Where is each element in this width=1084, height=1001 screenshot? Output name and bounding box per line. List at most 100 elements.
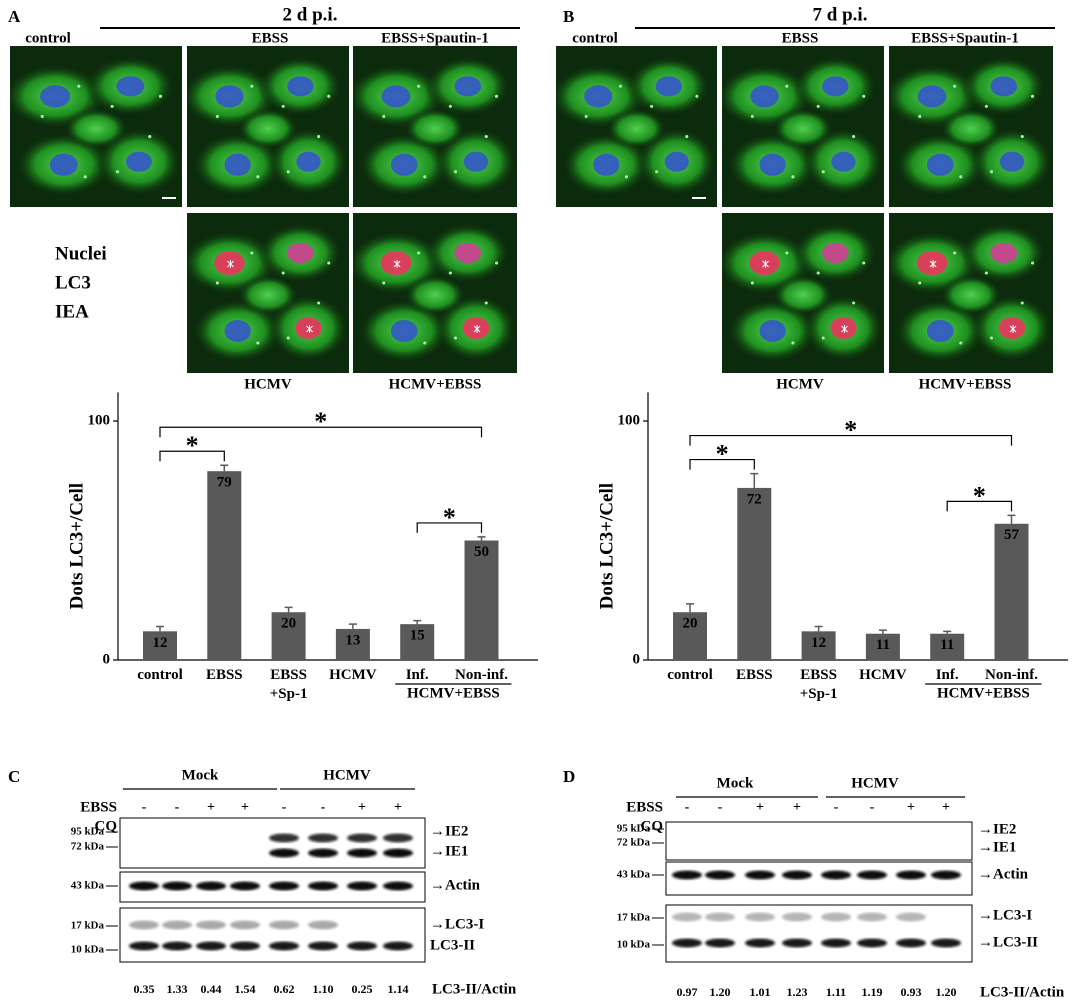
error-bar bbox=[284, 606, 293, 613]
condition-sign: - bbox=[718, 800, 723, 815]
error-bar bbox=[477, 536, 486, 541]
band bbox=[269, 920, 299, 930]
band bbox=[821, 938, 851, 948]
value-label: 11 bbox=[940, 637, 954, 653]
micrograph bbox=[187, 46, 349, 207]
band bbox=[782, 938, 812, 948]
band bbox=[857, 938, 887, 948]
x-tick-label: EBSS bbox=[735, 667, 773, 683]
band bbox=[705, 912, 735, 922]
blot bbox=[119, 817, 426, 869]
band bbox=[196, 881, 226, 891]
x-tick-label: HCMV bbox=[329, 667, 377, 683]
ratio: 0.97 bbox=[677, 985, 698, 999]
blot bbox=[119, 907, 426, 963]
band-label: →LC3-I bbox=[978, 907, 1032, 923]
column-label: EBSS+Spautin-1 bbox=[381, 30, 489, 46]
bar bbox=[865, 633, 900, 660]
band bbox=[347, 881, 377, 891]
error-bar bbox=[348, 623, 357, 629]
condition-label: CQ bbox=[95, 818, 118, 834]
band bbox=[705, 870, 735, 880]
band bbox=[129, 920, 159, 930]
micrograph bbox=[883, 213, 1053, 373]
band bbox=[383, 881, 413, 891]
significance-label: * bbox=[973, 481, 986, 510]
error-bar bbox=[686, 603, 694, 613]
y-tick-label: 100 bbox=[618, 412, 641, 428]
band bbox=[857, 912, 887, 922]
bar bbox=[207, 471, 242, 660]
x-tick-label: Non-inf. bbox=[985, 667, 1038, 683]
y-tick-label: 100 bbox=[88, 412, 111, 428]
condition-sign: + bbox=[358, 800, 366, 815]
band bbox=[782, 870, 812, 880]
value-label: 50 bbox=[474, 544, 489, 560]
value-label: 79 bbox=[217, 475, 232, 491]
band-label: →LC3-II bbox=[978, 934, 1038, 950]
value-label: 72 bbox=[747, 491, 762, 507]
significance-bracket bbox=[689, 434, 1013, 446]
error-bar bbox=[750, 472, 759, 488]
value-label: 15 bbox=[410, 628, 425, 644]
condition-sign: - bbox=[685, 800, 690, 815]
band bbox=[269, 833, 299, 843]
x-tick-label: EBSS +Sp-1 bbox=[269, 667, 308, 702]
band-label: →LC3-I bbox=[430, 916, 484, 932]
ratio: 1.23 bbox=[787, 985, 808, 999]
marker-label: 17 kDa bbox=[617, 912, 651, 924]
condition-sign: + bbox=[942, 800, 950, 815]
band bbox=[896, 870, 926, 880]
group-label: HCMV+EBSS bbox=[937, 685, 1030, 701]
y-tick-label: 0 bbox=[633, 651, 641, 667]
micrograph bbox=[556, 46, 717, 207]
x-tick-label: Inf. bbox=[935, 667, 959, 683]
condition-sign: + bbox=[756, 800, 764, 815]
band-label: →IE1 bbox=[978, 839, 1016, 855]
condition-sign: - bbox=[142, 800, 147, 815]
band bbox=[745, 912, 775, 922]
column-label: EBSS bbox=[252, 30, 289, 46]
micrograph bbox=[10, 46, 182, 207]
band bbox=[383, 833, 413, 843]
value-label: 57 bbox=[1004, 527, 1020, 543]
marker-label: 95 kDa bbox=[71, 826, 105, 838]
bar bbox=[737, 487, 772, 660]
bar bbox=[464, 540, 499, 660]
band bbox=[896, 912, 926, 922]
marker-label: 95 kDa bbox=[617, 823, 651, 835]
band bbox=[857, 870, 887, 880]
ratio-label: LC3-II/Actin bbox=[980, 984, 1065, 1000]
marker-label: 43 kDa bbox=[617, 869, 651, 881]
ratio: 1.20 bbox=[936, 985, 957, 999]
legend-label: Nuclei bbox=[55, 243, 107, 264]
x-tick-label: Inf. bbox=[405, 667, 429, 683]
ratio: 1.14 bbox=[388, 982, 409, 996]
significance-label: * bbox=[844, 416, 857, 445]
band bbox=[745, 870, 775, 880]
x-tick-label: Non-inf. bbox=[455, 667, 508, 683]
y-axis-label: Dots LC3+/Cell bbox=[596, 483, 617, 609]
band bbox=[745, 938, 775, 948]
band bbox=[821, 870, 851, 880]
group-label: HCMV+EBSS bbox=[407, 685, 500, 701]
band bbox=[308, 833, 338, 843]
timepoint: 2 d p.i. bbox=[283, 4, 338, 25]
significance-bracket bbox=[159, 426, 483, 438]
band bbox=[782, 912, 812, 922]
group-label: Mock bbox=[182, 767, 219, 783]
error-bar bbox=[878, 629, 887, 634]
significance-bracket bbox=[159, 450, 225, 462]
band bbox=[308, 920, 338, 930]
condition-sign: - bbox=[870, 800, 875, 815]
band bbox=[705, 938, 735, 948]
band bbox=[347, 833, 377, 843]
marker-label: 72 kDa bbox=[71, 841, 105, 853]
marker-label: 43 kDa bbox=[71, 880, 105, 892]
value-label: 13 bbox=[345, 632, 360, 648]
condition-sign: - bbox=[282, 800, 287, 815]
condition-sign: - bbox=[834, 800, 839, 815]
ratio: 0.35 bbox=[134, 982, 155, 996]
